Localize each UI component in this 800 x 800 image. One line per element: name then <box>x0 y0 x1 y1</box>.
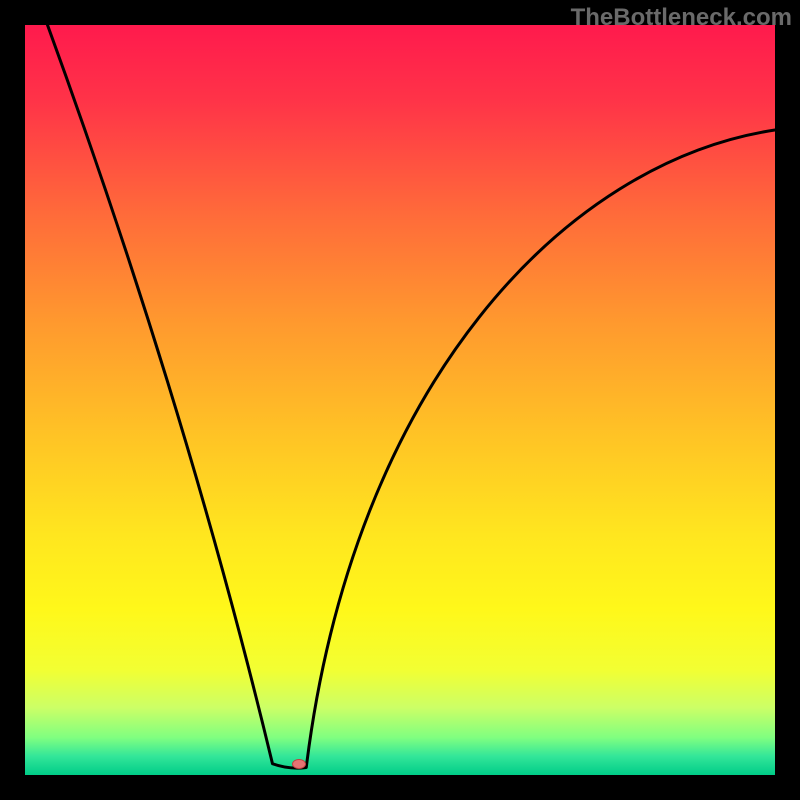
chart-container: TheBottleneck.com <box>0 0 800 800</box>
bottleneck-curve <box>25 25 775 775</box>
watermark-text: TheBottleneck.com <box>571 4 792 32</box>
plot-area <box>25 25 775 775</box>
optimum-marker <box>292 759 306 769</box>
